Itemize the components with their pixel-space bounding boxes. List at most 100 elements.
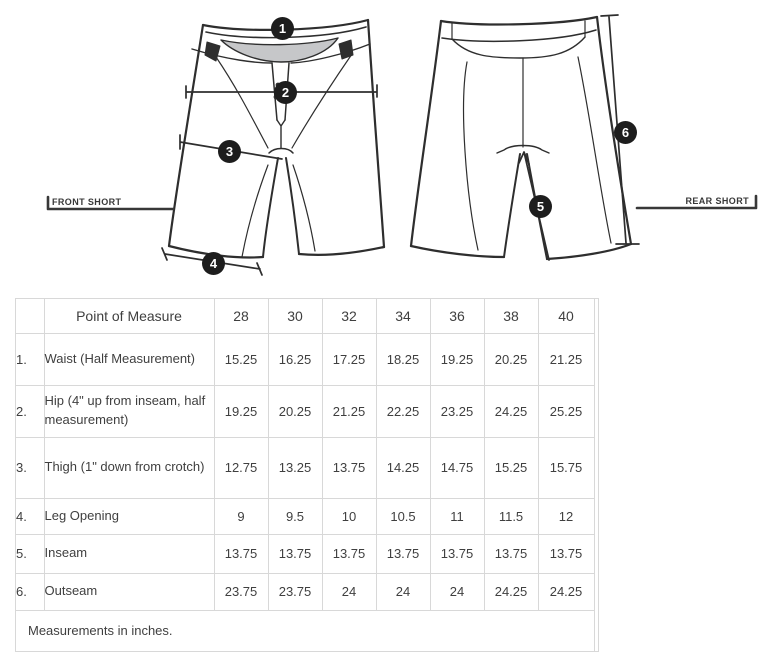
size-column-header: 28: [214, 299, 269, 334]
row-label: Hip (4" up from inseam, half measurement…: [44, 385, 215, 438]
measurement-cell: 17.25: [322, 333, 377, 386]
callout-5: 5: [529, 195, 552, 218]
front-fly-bottom: [277, 120, 285, 148]
size-column-header: 36: [430, 299, 485, 334]
table-row-outseam: 6. Outseam 23.75 23.75 24 24 24 24.25 24…: [16, 573, 595, 611]
row-number: 2.: [16, 385, 45, 438]
front-belt-loop-left: [205, 42, 220, 61]
measurement-cell: 19.25: [214, 385, 269, 438]
measurement-cell: 24: [322, 573, 377, 611]
size-column-header: 30: [268, 299, 323, 334]
measurement-cell: 10: [322, 498, 377, 535]
front-inner-leg-left: [263, 158, 278, 257]
callout-4: 4: [202, 252, 225, 275]
measurement-cell: 13.75: [430, 534, 485, 574]
front-hem-right: [299, 247, 384, 255]
measurement-cell: 14.75: [430, 437, 485, 499]
measurement-cell: 25.25: [538, 385, 595, 438]
front-short-drawing: [169, 20, 384, 258]
measurement-cell: 13.25: [268, 437, 323, 499]
row-number: 3.: [16, 437, 45, 499]
front-left-side-seam: [169, 25, 203, 246]
measurement-cell: 13.75: [322, 534, 377, 574]
front-panel-seam-right: [292, 54, 352, 148]
table-row-waist: 1. Waist (Half Measurement) 15.25 16.25 …: [16, 333, 595, 386]
rear-leg-seam-right: [578, 57, 611, 243]
size-table-container: Point of Measure 28 30 32 34 36 38 40 1.…: [15, 298, 599, 652]
rear-inner-leg-left: [504, 154, 520, 257]
measurement-cell: 24: [430, 573, 485, 611]
table-footnote: Measurements in inches.: [16, 610, 595, 651]
measurement-cell: 9.5: [268, 498, 323, 535]
measurement-cell: 21.25: [322, 385, 377, 438]
measurement-cell: 24.25: [538, 573, 595, 611]
measurement-cell: 20.25: [268, 385, 323, 438]
rear-waistband-seam: [442, 30, 596, 41]
size-column-header: 32: [322, 299, 377, 334]
shorts-diagram: FRONT SHORT REAR SHORT 1 2 3 4 5 6: [0, 0, 773, 298]
measurement-cell: 13.75: [322, 437, 377, 499]
shorts-line-art: [0, 0, 773, 298]
rear-yoke-seam: [452, 37, 585, 58]
measurement-cell: 13.75: [538, 534, 595, 574]
measurement-cell: 24.25: [484, 385, 539, 438]
header-empty-cell: [16, 299, 45, 334]
measurement-cell: 19.25: [430, 333, 485, 386]
row-number: 5.: [16, 534, 45, 574]
row-label: Thigh (1" down from crotch): [44, 437, 215, 499]
front-crotch-curve: [269, 149, 293, 154]
table-row-hip: 2. Hip (4" up from inseam, half measurem…: [16, 385, 595, 438]
front-inner-leg-right: [286, 158, 299, 254]
measurement-cell: 11.5: [484, 498, 539, 535]
rear-top-edge: [441, 17, 597, 24]
measurement-cell: 24.25: [484, 573, 539, 611]
row-number: 4.: [16, 498, 45, 535]
measurement-cell: 23.75: [214, 573, 269, 611]
row-label: Leg Opening: [44, 498, 215, 535]
measurement-cell: 18.25: [376, 333, 431, 386]
front-measurement-lines: [162, 85, 377, 275]
front-leg-seam-left: [242, 165, 268, 257]
size-column-header: 34: [376, 299, 431, 334]
measurement-cell: 21.25: [538, 333, 595, 386]
label-leader-lines: [48, 196, 756, 209]
measurement-cell: 16.25: [268, 333, 323, 386]
row-number: 6.: [16, 573, 45, 611]
front-short-label: FRONT SHORT: [52, 197, 122, 207]
rear-hem-right: [547, 244, 631, 259]
front-label-line: [48, 197, 173, 209]
measurement-cell: 15.75: [538, 437, 595, 499]
table-row-leg-opening: 4. Leg Opening 9 9.5 10 10.5 11 11.5 12: [16, 498, 595, 535]
row-label: Inseam: [44, 534, 215, 574]
size-column-header: 40: [538, 299, 595, 334]
callout-6: 6: [614, 121, 637, 144]
measurement-cell: 15.25: [214, 333, 269, 386]
rear-short-drawing: [411, 17, 631, 259]
front-panel-seam-left: [216, 57, 268, 148]
row-label: Waist (Half Measurement): [44, 333, 215, 386]
callout-1: 1: [271, 17, 294, 40]
measurement-cell: 13.75: [376, 534, 431, 574]
measurement-cell: 12.75: [214, 437, 269, 499]
measurement-cell: 22.25: [376, 385, 431, 438]
size-column-header: 38: [484, 299, 539, 334]
measurement-cell: 15.25: [484, 437, 539, 499]
rear-leg-seam-left: [464, 62, 478, 250]
row-label: Outseam: [44, 573, 215, 611]
measurement-cell: 13.75: [214, 534, 269, 574]
measurement-cell: 13.75: [484, 534, 539, 574]
measurement-cell: 13.75: [268, 534, 323, 574]
table-row-inseam: 5. Inseam 13.75 13.75 13.75 13.75 13.75 …: [16, 534, 595, 574]
measurement-cell: 20.25: [484, 333, 539, 386]
size-table: Point of Measure 28 30 32 34 36 38 40 1.…: [16, 299, 595, 651]
callout-3: 3: [218, 140, 241, 163]
measurement-cell: 10.5: [376, 498, 431, 535]
front-waistband-seam-right: [291, 44, 370, 63]
measurement-cell: 12: [538, 498, 595, 535]
table-footer-row: Measurements in inches.: [16, 610, 595, 651]
rear-hem-left: [411, 246, 504, 257]
rear-crotch-curve: [497, 146, 549, 154]
table-row-thigh: 3. Thigh (1" down from crotch) 12.75 13.…: [16, 437, 595, 499]
measurement-cell: 23.75: [268, 573, 323, 611]
